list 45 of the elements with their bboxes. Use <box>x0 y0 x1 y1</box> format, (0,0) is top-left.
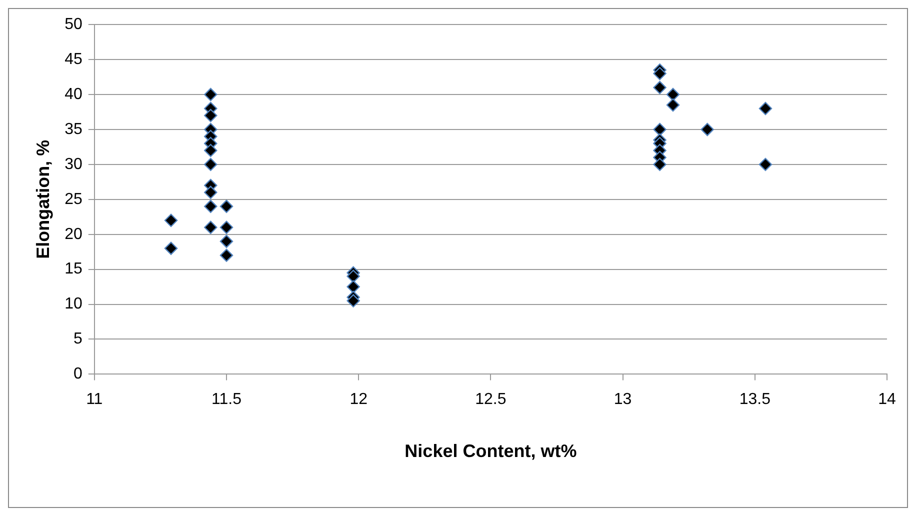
point <box>164 242 178 255</box>
y-tick-label: 15 <box>64 260 82 278</box>
point <box>653 80 666 94</box>
point <box>758 102 772 116</box>
point <box>346 294 360 308</box>
y-tick-label: 40 <box>64 86 82 103</box>
point <box>220 200 234 213</box>
point <box>204 220 218 234</box>
y-tick-label: 0 <box>73 366 82 383</box>
point <box>220 248 234 262</box>
point <box>758 158 772 172</box>
x-tick-label: 11 <box>86 391 103 408</box>
point <box>346 280 360 294</box>
y-tick-label: 10 <box>64 296 82 313</box>
point <box>204 158 218 172</box>
y-tick-label: 30 <box>64 156 82 173</box>
point <box>700 122 714 136</box>
x-tick-label: 12 <box>350 391 368 408</box>
x-tick-label: 11.5 <box>212 391 242 408</box>
point <box>666 98 680 112</box>
x-tick-label: 14 <box>878 391 896 408</box>
y-tick-label: 50 <box>64 16 82 34</box>
x-tick-label: 13 <box>614 391 632 408</box>
point <box>164 214 178 227</box>
y-tick-label: 20 <box>64 226 82 243</box>
x-axis-title: Nickel Content, wt% <box>404 441 577 462</box>
point <box>220 220 234 234</box>
point <box>204 88 218 102</box>
point <box>220 234 234 248</box>
point <box>204 144 218 158</box>
point <box>666 88 680 102</box>
point <box>653 66 666 80</box>
point <box>204 200 218 213</box>
point <box>346 270 360 283</box>
y-tick-label: 25 <box>64 190 82 208</box>
x-tick-label: 13.5 <box>739 391 771 408</box>
y-tick-label: 5 <box>73 330 82 348</box>
y-axis-title: Elongation, % <box>32 140 53 259</box>
y-tick-label: 35 <box>64 120 82 138</box>
point <box>204 186 218 200</box>
point <box>653 122 666 136</box>
point <box>653 158 666 172</box>
x-tick-label: 12.5 <box>475 391 506 408</box>
y-tick-label: 45 <box>64 50 82 68</box>
point <box>204 108 218 122</box>
